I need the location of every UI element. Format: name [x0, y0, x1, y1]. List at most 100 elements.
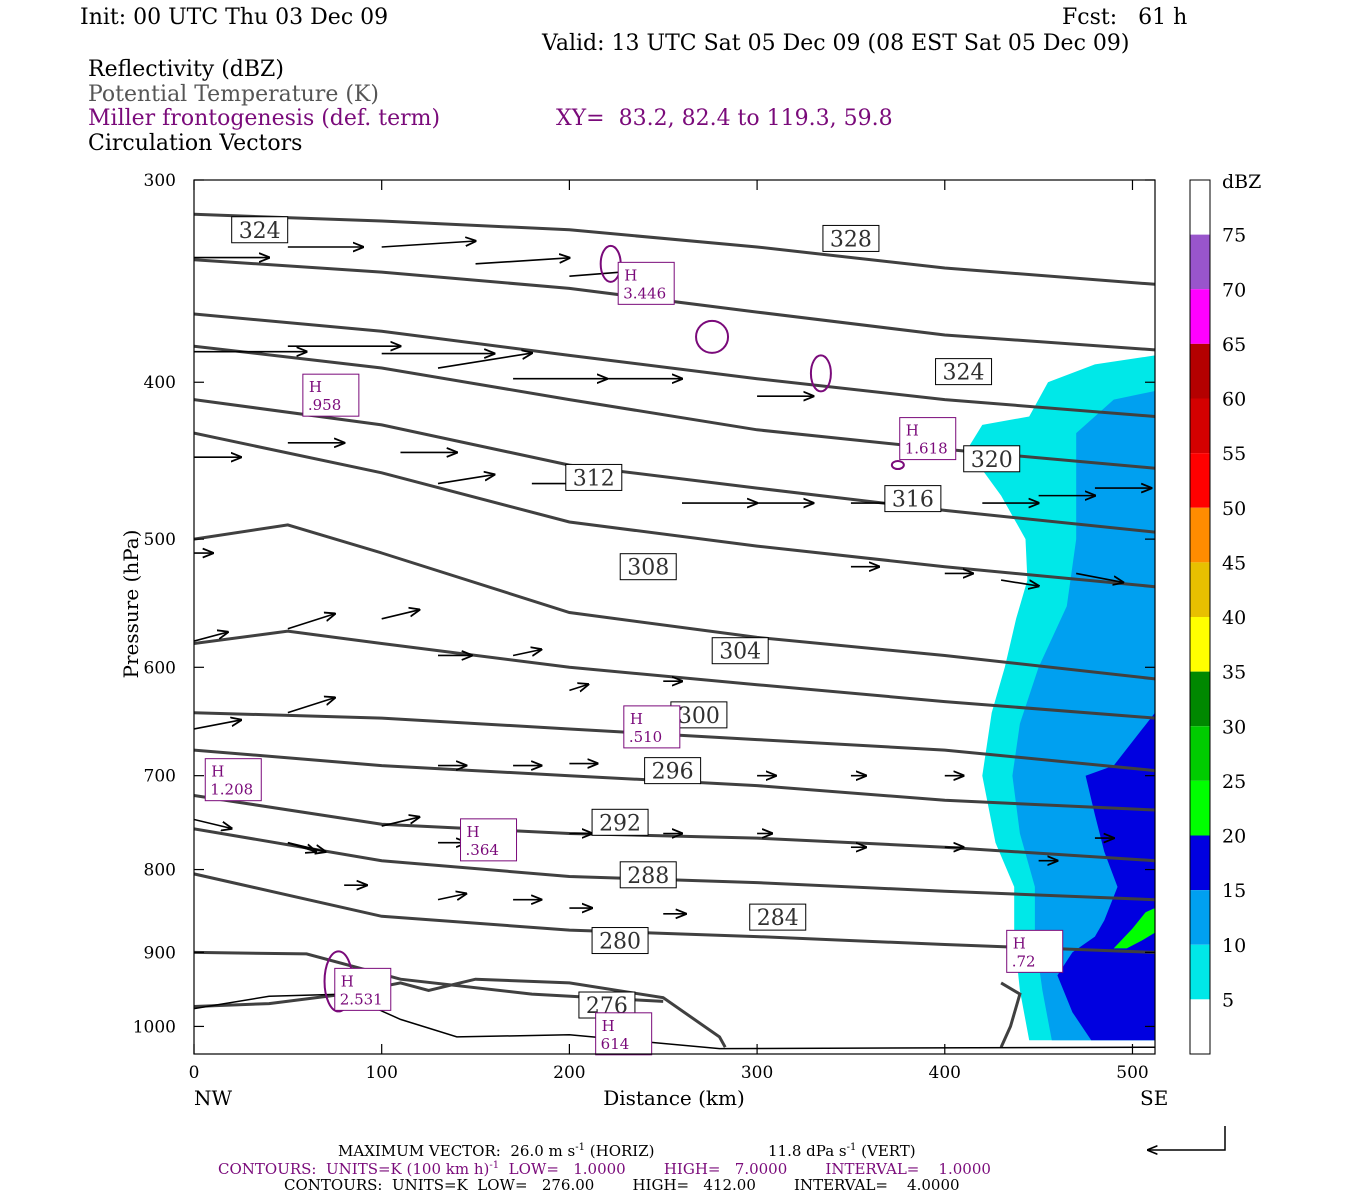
theta-label-text: 288 — [627, 864, 669, 889]
colorbar-level: 55 — [1222, 443, 1246, 465]
vector-arrow — [437, 353, 532, 369]
cross-section-endpoints: XY= 83.2, 82.4 to 119.3, 59.8 — [556, 106, 893, 131]
vector-arrow — [512, 649, 541, 655]
x-axis-label: Distance (km) — [603, 1086, 745, 1110]
colorbar-cell — [1190, 999, 1210, 1054]
fronto-contour — [695, 319, 730, 354]
theta-label-box — [711, 637, 769, 665]
fronto-label-box — [460, 818, 518, 862]
theta-label-text: 328 — [830, 227, 872, 252]
theta-label-text: 292 — [599, 811, 641, 836]
fronto-max-label: H.72 — [1006, 929, 1064, 973]
colorbar-level: 25 — [1222, 771, 1246, 793]
theta-label-box — [884, 485, 942, 513]
theta-label-box — [935, 358, 993, 386]
axes: 300 400 500 600 700 800 900 1000 0 100 200 300 400 50… — [133, 171, 1155, 1083]
dbz-20-area — [1113, 908, 1155, 949]
dbz-15-area — [1057, 712, 1155, 1041]
theta-line — [194, 872, 1155, 954]
plot-frame — [193, 179, 1156, 1055]
x-tick-label: 0 — [189, 1063, 200, 1083]
theta-line — [194, 977, 727, 1048]
theta-label-text: 284 — [757, 906, 799, 931]
colorbar-cell — [1190, 944, 1210, 1000]
fronto-label-h: H — [906, 422, 919, 440]
colorbar-level: 40 — [1222, 607, 1246, 629]
valid-time: Valid: 13 UTC Sat 05 Dec 09 (08 EST Sat … — [542, 31, 1130, 56]
vector-arrow — [194, 818, 232, 828]
theta-label-284: 284 — [749, 903, 807, 931]
theta-label-324: 324 — [231, 216, 289, 244]
fronto-label-box — [617, 261, 675, 305]
theta-label-text: 304 — [719, 640, 761, 665]
theta-label-text: 296 — [652, 760, 694, 785]
vector-arrow — [437, 475, 494, 485]
y-tick-label: 900 — [144, 943, 176, 963]
colorbar-level: 45 — [1222, 552, 1246, 574]
colorbar-level: 75 — [1222, 225, 1246, 247]
fronto-contour — [890, 460, 905, 471]
y-tick-label: 1000 — [133, 1017, 176, 1037]
vector-arrow — [569, 684, 588, 690]
colorbar-frame — [1189, 179, 1211, 1055]
theta-label-text: 316 — [892, 488, 934, 513]
theta-line — [194, 629, 1155, 720]
init-time: Init: 00 UTC Thu 03 Dec 09 — [80, 5, 389, 30]
fronto-label-h: H — [602, 1017, 615, 1035]
theta-line — [194, 398, 1155, 534]
fronto-max-label: H1.208 — [204, 758, 262, 802]
theta-label-288: 288 — [619, 861, 677, 889]
colorbar-cell — [1190, 343, 1210, 399]
theta-label-324: 324 — [935, 358, 993, 386]
colorbar: 5 10 15 20 25 30 35 40 45 50 55 60 65 70 75 dBZ — [1189, 171, 1261, 1055]
y-tick-label: 500 — [144, 530, 176, 550]
fronto-max-label: H.958 — [302, 373, 360, 417]
fronto-label-h: H — [624, 266, 637, 284]
y-tick-label: 400 — [144, 373, 176, 393]
fronto-label-h: H — [211, 763, 224, 781]
fronto-label-box — [899, 417, 957, 461]
theta-label-text: 324 — [239, 219, 281, 244]
vector-arrow — [1000, 579, 1039, 586]
footer-vert-vector: 11.8 dPa s-1 (VERT) — [768, 1142, 916, 1160]
fronto-label-value: 2.531 — [340, 990, 383, 1008]
fronto-contour — [599, 244, 622, 283]
y-tick-label: 600 — [144, 658, 176, 678]
vector-arrow — [194, 720, 241, 730]
theta-label-text: 280 — [599, 930, 641, 955]
colorbar-cell — [1190, 835, 1210, 891]
theta-line — [194, 794, 1155, 863]
colorbar-level: 50 — [1222, 498, 1246, 520]
theta-label-316: 316 — [884, 485, 942, 513]
colorbar-level: 20 — [1222, 826, 1246, 848]
theta-labels: 324 328 324 320 316 312 308 304 300 296 292 288 284 2… — [231, 216, 1021, 1019]
theta-label-text: 308 — [627, 556, 669, 581]
colorbar-cell — [1190, 726, 1210, 781]
fronto-label-value: .958 — [308, 396, 341, 414]
fronto-max-label: H.510 — [623, 705, 681, 749]
theta-label-box — [619, 553, 677, 581]
theta-label-text: 320 — [971, 448, 1013, 473]
colorbar-cell — [1190, 180, 1210, 235]
fronto-label-value: 3.446 — [623, 284, 666, 302]
field-theta: Potential Temperature (K) — [88, 82, 379, 107]
colorbar-cell — [1190, 453, 1210, 508]
theta-label-box — [749, 903, 807, 931]
colorbar-level: 30 — [1222, 716, 1246, 738]
fronto-label-box — [623, 705, 681, 749]
y-tick-label: 800 — [144, 861, 176, 881]
theta-line — [194, 950, 664, 1003]
fronto-label-box — [302, 373, 360, 417]
vector-arrow — [381, 241, 476, 248]
vector-arrow — [437, 894, 466, 900]
circulation-vectors — [194, 241, 1151, 914]
fronto-label-value: 614 — [601, 1035, 630, 1053]
fronto-max-label: H1.618 — [899, 417, 957, 461]
field-reflectivity: Reflectivity (dBZ) — [88, 57, 284, 82]
fronto-max-label: H2.531 — [334, 967, 392, 1011]
nw-label: NW — [194, 1086, 233, 1110]
theta-label-box — [231, 216, 289, 244]
x-tick-label: 500 — [1116, 1063, 1148, 1083]
vector-arrow — [287, 841, 316, 852]
